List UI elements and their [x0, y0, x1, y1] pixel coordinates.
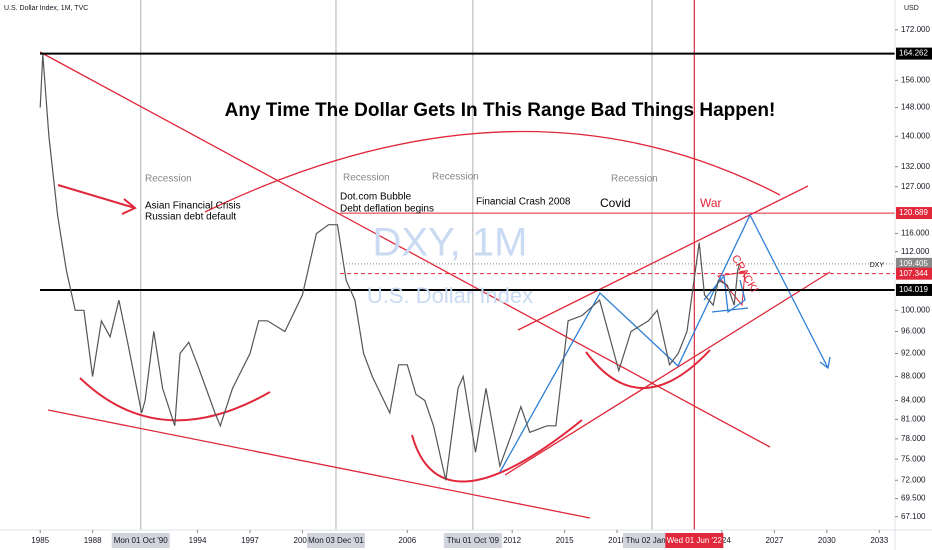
- x-tick-label: 1997: [241, 536, 259, 545]
- y-tick-label: 78.000: [901, 434, 926, 443]
- y-tick-label: 148.000: [901, 103, 930, 112]
- y-tick-label: 172.000: [901, 25, 930, 34]
- annotation: War: [700, 196, 722, 210]
- event-box: [111, 533, 170, 548]
- plot-background: [140, 0, 695, 530]
- y-tick-label: 127.000: [901, 182, 930, 191]
- arrow: [57, 184, 137, 215]
- x-tick-label: 2018: [608, 536, 626, 545]
- y-tick-label: 72.000: [901, 475, 926, 484]
- x-tick-label: 1994: [189, 536, 207, 545]
- arc: [79, 377, 271, 422]
- annotation: Asian Financial Crisis: [145, 201, 241, 212]
- plot: [39, 52, 895, 481]
- price-box: [896, 47, 932, 60]
- arc: [204, 130, 781, 213]
- zigzag: [703, 274, 746, 314]
- recession: Recession: [611, 174, 658, 185]
- event-box: [665, 533, 724, 548]
- y-tick-label: 96.000: [901, 327, 926, 336]
- x-tick-label: 2030: [818, 536, 836, 545]
- currency: USD: [904, 5, 919, 12]
- y-tick-label: 132.000: [901, 162, 930, 171]
- price-label: 120.689: [899, 208, 928, 217]
- zigzag: [499, 213, 829, 473]
- trend-drawings: [39, 51, 831, 519]
- y-tick-label: 92.000: [901, 349, 926, 358]
- event-box: [443, 533, 502, 548]
- recession: Recession: [432, 172, 479, 183]
- event-label: Wed 01 Jun '22: [667, 536, 723, 545]
- event-label: Mon 03 Dec '01: [308, 536, 364, 545]
- y-tick-label: 156.000: [901, 75, 930, 84]
- y-tick-label: 81.000: [901, 414, 926, 423]
- event-label: Thu 02 Jan '20: [626, 536, 679, 545]
- recession: Recession: [343, 173, 390, 184]
- event-label: Thu 01 Oct '09: [447, 536, 500, 545]
- x-tick-label: 1988: [84, 536, 102, 545]
- annotation: Financial Crash 2008: [476, 197, 571, 208]
- watermark-name: U.S. Dollar Index: [367, 283, 533, 308]
- price-box: [896, 257, 932, 270]
- annotation: Covid: [600, 196, 631, 210]
- x-tick-label: 2027: [765, 536, 783, 545]
- price-box: [896, 283, 932, 296]
- y-tick-label: 140.000: [901, 131, 930, 140]
- arc: [411, 419, 583, 483]
- trend-line: [39, 51, 771, 448]
- line: [711, 307, 749, 313]
- annotation: Russian debt default: [145, 212, 236, 223]
- x-tick-label: 2006: [398, 536, 416, 545]
- annotation: Dot.com Bubble: [340, 192, 412, 203]
- price-box: [896, 207, 932, 220]
- x-tick-label: 2033: [870, 536, 888, 545]
- y-tick-label: 116.000: [901, 229, 930, 238]
- symbol: U.S. Dollar Index, 1M, TVC: [4, 5, 88, 12]
- recession: Recession: [145, 174, 192, 185]
- x-tick-label: 2015: [556, 536, 574, 545]
- price-label: 104.019: [899, 285, 928, 294]
- event-box: [306, 533, 365, 548]
- channel-line: [504, 271, 831, 476]
- price-label: 107.344: [899, 269, 928, 278]
- y-tick-label: 112.000: [901, 247, 930, 256]
- ticker-label: DXY: [870, 262, 885, 269]
- price-box: [896, 267, 932, 280]
- x-tick-label: 2012: [503, 536, 521, 545]
- y-tick-label: 88.000: [901, 372, 926, 381]
- x-tick-label: 1985: [31, 536, 49, 545]
- arc: [585, 349, 711, 389]
- price-label: 164.262: [899, 49, 928, 58]
- x-tick-label: 2000: [294, 536, 312, 545]
- event-label: Mon 01 Oct '90: [114, 536, 169, 545]
- annotation: Debt deflation begins: [340, 204, 434, 215]
- y-tick-label: 100.000: [901, 305, 930, 314]
- y-tick-label: 69.500: [901, 494, 926, 503]
- watermark: DXY, 1M: [373, 221, 528, 265]
- price-line: [39, 54, 740, 481]
- channel-line: [517, 185, 809, 331]
- headline: Any Time The Dollar Gets In This Range B…: [225, 100, 776, 121]
- recession-labels: Recession Recession Recession Recession: [145, 172, 658, 185]
- y-tick-label: 67.100: [901, 512, 926, 521]
- price-label: 109.405: [899, 259, 928, 268]
- arrow: [819, 356, 831, 370]
- y-tick-label: 84.000: [901, 396, 926, 405]
- trend-line: [47, 409, 591, 519]
- y-tick-label: 75.000: [901, 454, 926, 463]
